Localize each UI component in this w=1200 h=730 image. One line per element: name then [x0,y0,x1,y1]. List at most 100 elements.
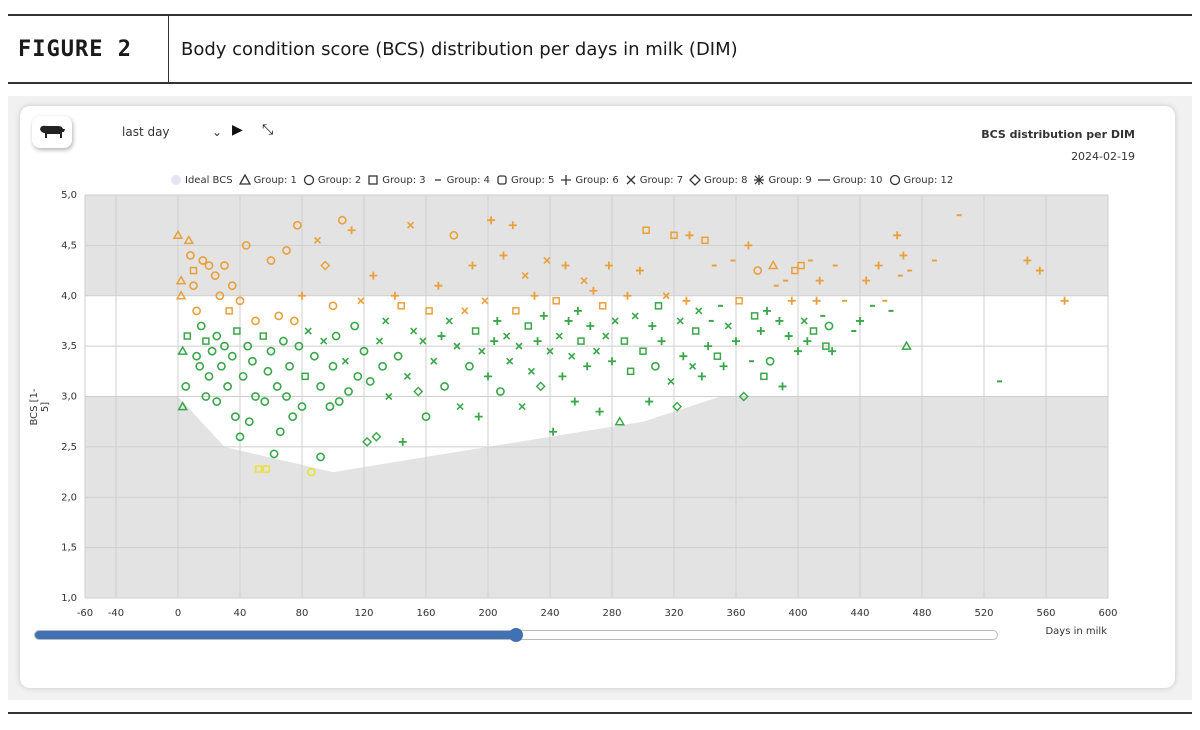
data-point [874,261,883,270]
data-point [701,236,709,245]
data-point [177,401,188,411]
data-point [227,351,237,361]
slider-handle[interactable] [509,628,523,642]
plus-icon [561,175,572,185]
bottom-rule [8,712,1192,714]
data-point [430,357,438,365]
data-point [274,311,284,321]
data-point [744,241,753,250]
legend-item[interactable]: Group: 9 [753,174,812,186]
play-icon[interactable]: ▶ [232,122,243,138]
data-point [177,345,188,355]
data-point [592,347,601,355]
data-point [185,251,195,260]
data-point [558,372,567,381]
legend-item[interactable]: Group: 10 [817,174,883,186]
data-point [320,337,328,345]
data-point [546,347,554,355]
x-tick-label: 480 [912,608,931,619]
data-point [212,397,222,406]
x-tick-label: 40 [234,608,247,619]
data-point [760,372,768,381]
legend-item[interactable]: Group: 6 [560,174,619,186]
data-point [682,296,691,305]
data-point [719,362,728,371]
legend-item[interactable]: Group: 4 [432,174,490,186]
data-point [369,271,378,280]
data-point [620,337,629,345]
data-point [503,332,511,340]
data-point [297,402,307,411]
period-select[interactable]: last day ⌄ [122,122,222,142]
chart-legend: Ideal BCS Group: 1 Group: 2 Group: 3 Group: … [170,172,953,188]
data-point [235,296,245,306]
data-point [1023,256,1032,265]
data-point [679,352,688,361]
circle-icon [303,174,315,186]
data-point [289,316,299,326]
data-point [635,266,644,275]
data-point [371,431,382,442]
data-point [753,266,763,275]
data-point [778,382,787,391]
data-point [713,352,722,360]
legend-item[interactable]: Ideal BCS [170,174,233,186]
data-point [631,312,639,320]
data-point [608,357,616,366]
data-point [524,322,533,330]
data-point [506,357,514,365]
x-tick-label: -60 [77,608,93,619]
data-point [445,317,453,325]
data-point [316,452,325,462]
legend-item[interactable]: Group: 12 [889,174,953,186]
top-rule [8,14,1192,16]
legend-label: Group: 6 [575,174,619,186]
data-point [642,226,650,235]
legend-item[interactable]: Group: 5 [496,174,554,186]
data-point [809,327,818,335]
dash-icon [434,179,441,181]
data-point [282,246,291,255]
data-point [425,307,433,315]
data-point [735,297,743,305]
data-point [670,231,678,240]
legend-item[interactable]: Group: 3 [367,174,426,186]
data-point [495,387,505,396]
data-point [195,361,205,371]
data-point [403,372,411,380]
data-point [487,216,496,225]
data-point [515,342,523,350]
chart-title: BCS distribution per DIM [981,128,1135,141]
data-point [765,356,775,366]
y-tick-label: 3,5 [61,341,77,352]
data-point [406,221,415,229]
data-point [421,412,431,422]
legend-item[interactable]: Group: 8 [689,174,747,186]
data-point [212,331,222,341]
x-tick-label: 160 [416,608,435,619]
x-tick-label: 200 [478,608,497,619]
data-point [1060,296,1069,305]
data-point [704,342,713,351]
data-point [623,291,632,300]
legend-label: Group: 5 [511,174,555,186]
legend-item[interactable]: Group: 7 [625,174,683,186]
data-point [204,371,214,381]
data-point [254,465,263,473]
figure-label: FIGURE 2 [18,36,132,62]
legend-item[interactable]: Group: 2 [303,174,361,186]
data-point [791,266,799,275]
data-point [775,316,784,325]
cow-icon[interactable] [32,116,72,148]
data-point [672,401,683,412]
data-point [413,386,424,397]
dim-slider[interactable] [34,628,998,642]
legend-item[interactable]: Group: 1 [238,174,297,186]
data-point [468,261,477,270]
collapse-icon[interactable]: ⤡ [262,122,274,138]
data-point [272,382,282,391]
x-axis-label: Days in milk [1045,626,1107,637]
data-point [449,230,459,240]
data-point [803,337,812,346]
data-point [639,347,647,355]
